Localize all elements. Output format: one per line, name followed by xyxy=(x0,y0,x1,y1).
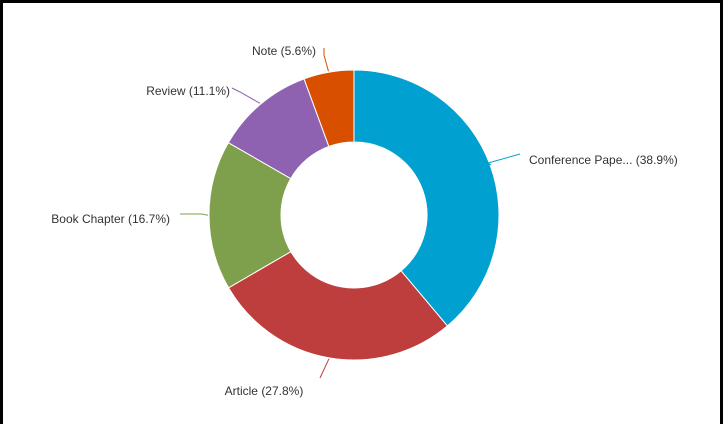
leader-line-3 xyxy=(180,213,209,216)
leader-line-1 xyxy=(486,153,521,166)
slice-3[interactable] xyxy=(208,141,292,289)
leader-line-4 xyxy=(231,87,261,104)
slice-label-5: Note (5.6%) xyxy=(252,44,316,58)
slice-2[interactable] xyxy=(227,250,449,361)
slice-5[interactable] xyxy=(303,69,355,148)
leader-line-5 xyxy=(323,48,329,72)
slice-label-1: Conference Pape... (38.9%) xyxy=(529,153,678,167)
slice-label-3: Book Chapter (16.7%) xyxy=(51,212,170,226)
slice-1[interactable] xyxy=(353,69,500,327)
slice-label-4: Review (11.1%) xyxy=(146,84,230,98)
leader-line-2 xyxy=(319,358,330,379)
slice-label-2: Article (27.8%) xyxy=(225,384,304,398)
